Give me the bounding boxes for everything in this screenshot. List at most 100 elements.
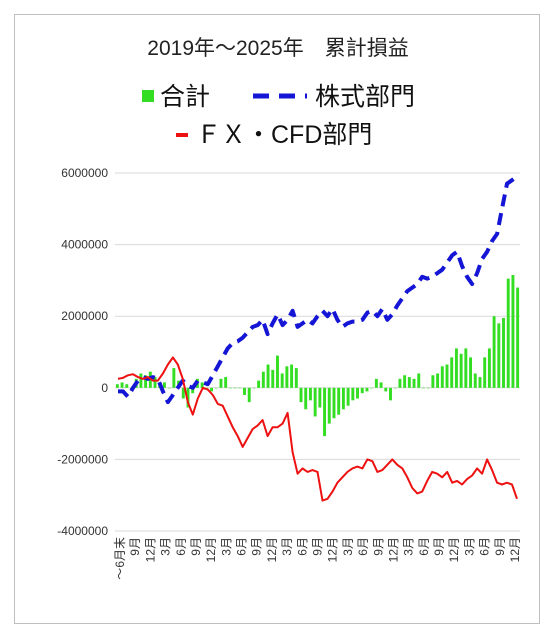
bar-total [365, 387, 369, 392]
x-tick-label: 12月 [265, 537, 279, 562]
bar-total [370, 387, 374, 389]
y-tick-label: 4000000 [61, 238, 108, 252]
bar-total [492, 316, 496, 388]
bar-total [186, 387, 190, 408]
x-tick-label: 3月 [402, 537, 416, 556]
bar-total [252, 387, 256, 389]
bar-total [469, 357, 473, 388]
y-axis: 6000000 4000000 2000000 0 -2000000 -4000000 [57, 166, 108, 538]
bar-total [426, 387, 430, 389]
x-tick-label: 12月 [387, 537, 401, 562]
line-series-fx [117, 356, 518, 502]
bar-total [341, 387, 345, 410]
x-tick-label: 6月 [478, 537, 492, 556]
bar-total [162, 382, 166, 388]
bar-total [200, 382, 204, 388]
bar-total [445, 364, 449, 388]
x-tick-label: 6月 [235, 537, 249, 556]
bar-total [181, 387, 185, 399]
bar-total [233, 387, 237, 389]
x-tick-label: 6月 [174, 537, 188, 556]
x-tick-label: 9月 [250, 537, 264, 556]
bar-total [454, 348, 458, 388]
y-tick-label: 2000000 [61, 309, 108, 323]
bar-total [374, 378, 378, 388]
x-axis: ～6月末 9月 12月 3月 6月 9月 12月 3月 6月 9月 12月 3月 6月 9月 12月 3月 6月… [113, 537, 522, 580]
x-tick-label: ～6月末 [113, 537, 127, 580]
legend-label-stock: 株式部門 [315, 83, 415, 111]
bar-total [172, 368, 176, 388]
x-tick-label: 12月 [143, 537, 157, 562]
x-tick-label: 6月 [356, 537, 370, 556]
bar-total [280, 373, 284, 388]
bar-total [497, 323, 501, 388]
bar-total [384, 387, 388, 392]
x-tick-label: 6月 [417, 537, 431, 556]
legend-swatch-total [142, 90, 154, 102]
bar-total [191, 387, 195, 394]
bar-total [125, 384, 129, 388]
bar-total [205, 387, 209, 389]
bar-total [483, 357, 487, 388]
chart-title: 2019年～2025年 累計損益 [147, 37, 408, 60]
bar-total [271, 369, 275, 388]
bar-total [412, 378, 416, 388]
bar-total [304, 387, 308, 410]
x-tick-label: 9月 [128, 537, 142, 556]
bar-total [285, 366, 289, 388]
bar-total [167, 387, 171, 389]
bar-total [294, 368, 298, 388]
bar-total [421, 387, 425, 389]
bar-total [389, 387, 392, 401]
y-tick-label: 6000000 [61, 166, 108, 180]
bar-total [332, 387, 336, 419]
bar-total [139, 373, 143, 388]
bar-total [346, 387, 350, 406]
bar-total [356, 387, 359, 399]
bar-total [120, 382, 124, 388]
bar-total [299, 387, 303, 403]
bar-total [210, 387, 214, 392]
bar-total [313, 387, 317, 417]
bar-total [153, 377, 157, 388]
bar-total [450, 357, 454, 388]
bar-total [431, 375, 435, 388]
legend-label-fx: ＦＸ・CFD部門 [196, 121, 372, 149]
bar-total [238, 387, 242, 389]
bar-total [473, 373, 477, 388]
bar-total [224, 377, 228, 388]
x-tick-label: 3月 [219, 537, 233, 556]
x-tick-label: 9月 [432, 537, 446, 556]
chart-svg: 2019年～2025年 累計損益 合計 株式部門 ＦＸ・CFD部門 600000… [57, 37, 522, 580]
bar-total [398, 378, 402, 388]
x-tick-label: 3月 [341, 537, 355, 556]
bar-total [417, 373, 421, 388]
bar-total [403, 375, 407, 388]
bar-total [379, 382, 383, 388]
y-tick-label: -4000000 [57, 524, 108, 538]
bar-total [144, 375, 148, 388]
bar-total [115, 384, 119, 388]
x-tick-label: 9月 [493, 537, 507, 556]
bar-total [323, 387, 327, 437]
x-tick-label: 3月 [462, 537, 476, 556]
legend-label-total: 合計 [160, 83, 210, 111]
bar-total [478, 377, 482, 388]
bar-total [308, 387, 312, 401]
y-tick-label: 0 [101, 381, 108, 395]
line-series-group [117, 174, 519, 502]
x-tick-label: 12月 [508, 537, 522, 562]
bar-total [247, 387, 251, 403]
x-tick-label: 3月 [159, 537, 173, 556]
bar-total [318, 387, 322, 408]
bar-total [228, 387, 232, 389]
bar-total [327, 387, 331, 424]
bar-total [261, 371, 265, 388]
bar-total [219, 378, 223, 388]
bar-total [337, 387, 341, 415]
x-tick-label: 9月 [371, 537, 385, 556]
bar-total [516, 287, 520, 388]
bar-total [511, 275, 515, 388]
x-tick-label: 9月 [189, 537, 203, 556]
bar-total [266, 364, 270, 388]
